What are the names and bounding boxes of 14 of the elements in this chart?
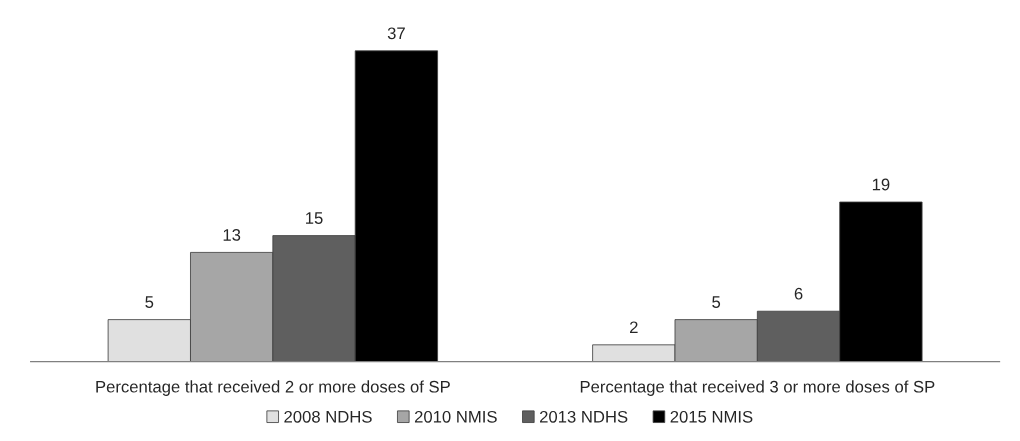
x-tick-label: Percentage that received 2 or more doses of SP [96, 380, 450, 396]
legend-label: 2008 NDHS [284, 410, 372, 423]
data-label: 37 [387, 27, 405, 40]
legend-label: 2010 NMIS [414, 410, 497, 423]
x-tick-label: Percentage that received 3 or more doses of SP [580, 380, 935, 396]
data-label: 5 [712, 296, 721, 308]
data-label: 6 [794, 287, 803, 300]
data-label: 19 [872, 178, 890, 191]
legend-label: 2015 NMIS [670, 410, 753, 423]
data-label: 15 [306, 212, 323, 224]
legend-label: 2013 NDHS [540, 410, 628, 423]
data-label: 13 [223, 228, 241, 241]
data-label: 2 [630, 321, 638, 334]
data-label: 5 [145, 296, 154, 308]
